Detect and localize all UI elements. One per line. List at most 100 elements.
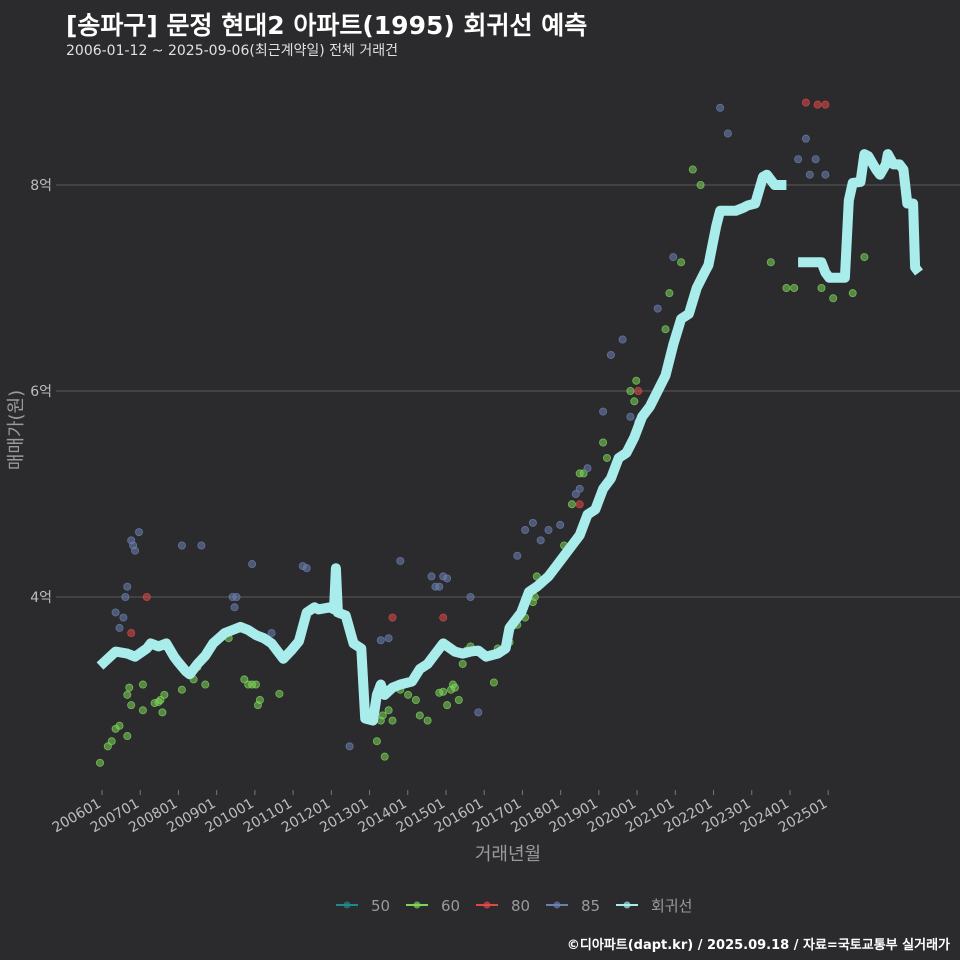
data-point — [443, 701, 452, 710]
data-point — [626, 412, 635, 421]
data-point — [653, 304, 662, 313]
data-point — [138, 680, 147, 689]
legend-key-point — [413, 901, 421, 909]
y-tick-label: 4억 — [30, 590, 52, 606]
legend-label: 회귀선 — [651, 897, 692, 915]
regression-line — [798, 149, 923, 283]
data-point — [556, 520, 565, 529]
data-point — [378, 711, 387, 720]
data-point — [544, 526, 553, 535]
chart-subtitle: 2006-01-12 ~ 2025-09-06(최근계약일) 전체 거래건 — [66, 43, 398, 59]
data-point — [111, 608, 120, 617]
y-axis-title: 매매가(원) — [6, 390, 27, 470]
series-85 — [111, 103, 830, 751]
data-point — [665, 289, 674, 298]
data-point — [177, 541, 186, 550]
data-point — [396, 556, 405, 565]
data-point — [801, 134, 810, 143]
data-point — [230, 603, 239, 612]
data-point — [532, 572, 541, 581]
legend-label: 80 — [511, 897, 530, 915]
x-axis-title: 거래년월 — [475, 844, 541, 865]
data-point — [813, 100, 822, 109]
data-point — [255, 696, 264, 705]
data-point — [848, 289, 857, 298]
legend-key-point — [343, 901, 351, 909]
data-point — [127, 701, 136, 710]
series-60 — [96, 165, 869, 767]
data-point — [127, 629, 136, 638]
data-point — [528, 518, 537, 527]
data-point — [606, 350, 615, 359]
data-point — [121, 593, 130, 602]
data-point — [134, 528, 143, 537]
data-point — [123, 732, 132, 741]
data-point — [801, 98, 810, 107]
data-point — [794, 155, 803, 164]
data-point — [131, 546, 140, 555]
data-point — [489, 678, 498, 687]
data-point — [782, 283, 791, 292]
legend: 50 60 80 85 회귀선 — [336, 897, 692, 915]
legend-key-point — [483, 901, 491, 909]
data-point — [119, 613, 128, 622]
data-point — [575, 500, 584, 509]
data-point — [423, 716, 432, 725]
legend-label: 60 — [441, 897, 460, 915]
data-point — [632, 376, 641, 385]
data-point — [821, 170, 830, 179]
series-80 — [127, 98, 830, 638]
data-point — [411, 696, 420, 705]
data-point — [96, 758, 105, 767]
source-caption: ©디아파트(dapt.kr) / 2025.09.18 / 자료=국토교통부 실… — [566, 938, 950, 953]
data-point — [232, 593, 241, 602]
data-point — [388, 613, 397, 622]
data-point — [466, 593, 475, 602]
data-point — [669, 253, 678, 262]
data-point — [384, 634, 393, 643]
y-tick-label: 6억 — [30, 384, 52, 400]
data-point — [267, 629, 276, 638]
data-point — [513, 551, 522, 560]
data-point — [634, 386, 643, 395]
data-point — [439, 613, 448, 622]
data-point — [107, 737, 116, 746]
data-point — [115, 623, 124, 632]
data-point — [817, 283, 826, 292]
data-point — [439, 687, 448, 696]
data-point — [125, 683, 134, 692]
data-point — [376, 636, 385, 645]
data-point — [443, 574, 452, 583]
legend-label: 50 — [371, 897, 390, 915]
data-point — [805, 170, 814, 179]
data-point — [829, 294, 838, 303]
data-point — [201, 680, 210, 689]
data-point — [404, 690, 413, 699]
legend-key-point — [553, 901, 561, 909]
data-point — [618, 335, 627, 344]
data-point — [583, 464, 592, 473]
data-point — [123, 690, 132, 699]
data-point — [811, 155, 820, 164]
data-point — [248, 560, 257, 569]
data-point — [474, 708, 483, 717]
data-point — [251, 680, 260, 689]
data-point — [626, 386, 635, 395]
data-point — [384, 706, 393, 715]
data-point — [696, 180, 705, 189]
data-point — [599, 407, 608, 416]
legend-key-point — [623, 901, 631, 909]
data-point — [427, 572, 436, 581]
chart-title: [송파구] 문정 현대2 아파트(1995) 회귀선 예측 — [66, 11, 588, 40]
data-point — [158, 708, 167, 717]
data-point — [454, 696, 463, 705]
data-point — [521, 526, 530, 535]
data-point — [177, 685, 186, 694]
y-tick-label: 8억 — [30, 178, 52, 194]
data-point — [302, 564, 311, 573]
data-point — [372, 737, 381, 746]
data-point — [688, 165, 697, 174]
data-point — [142, 593, 151, 602]
data-point — [723, 129, 732, 138]
